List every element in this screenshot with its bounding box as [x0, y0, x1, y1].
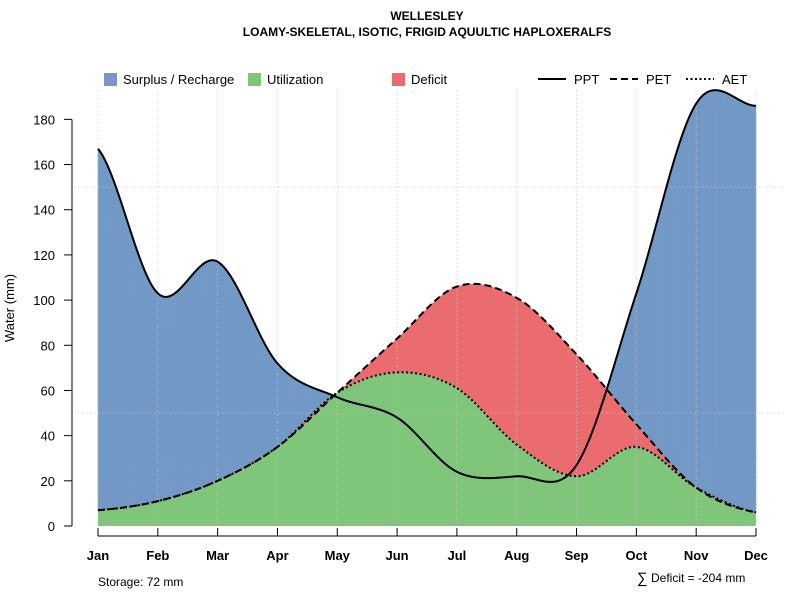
x-tick-label: Feb: [146, 548, 169, 563]
y-tick-label: 120: [33, 248, 55, 263]
y-tick-label: 160: [33, 158, 55, 173]
storage-annotation: Storage: 72 mm: [98, 575, 183, 589]
series-lines: [97, 89, 757, 514]
y-tick-label: 180: [33, 112, 55, 127]
legend: Surplus / Recharge Utilization Deficit PPT P…: [104, 72, 747, 87]
ppt-line: [97, 89, 757, 483]
x-tick-label: Oct: [626, 548, 648, 563]
x-tick-label: Sep: [565, 548, 589, 563]
y-tick-label: 80: [41, 338, 55, 353]
legend-swatch: [104, 73, 117, 86]
y-tick-label: 60: [41, 383, 55, 398]
x-tick-label: Jul: [448, 548, 467, 563]
utilization-area: [98, 372, 756, 526]
y-tick-label: 40: [41, 429, 55, 444]
legend-label: Utilization: [267, 72, 323, 87]
grid-lines: [74, 90, 786, 526]
legend-label: Surplus / Recharge: [123, 72, 234, 87]
axes: 0 20 40 60 80 100 120 140 160 180 Jan Feb Mar Apr May J…: [33, 112, 768, 563]
x-tick-label: Jan: [87, 548, 109, 563]
legend-label: Deficit: [411, 72, 448, 87]
deficit-sum-symbol: ∑: [637, 570, 648, 587]
legend-swatch: [248, 73, 261, 86]
x-tick-label: Aug: [504, 548, 529, 563]
legend-label: AET: [722, 72, 747, 87]
chart-title: WELLESLEY: [390, 9, 463, 23]
chart-subtitle: LOAMY-SKELETAL, ISOTIC, FRIGID AQUULTIC …: [243, 25, 611, 39]
y-tick-label: 100: [33, 293, 55, 308]
x-tick-label: Mar: [206, 548, 229, 563]
x-tick-label: Apr: [266, 548, 288, 563]
y-tick-label: 0: [48, 519, 55, 534]
legend-swatch: [392, 73, 405, 86]
x-tick-label: Nov: [684, 548, 709, 563]
legend-label: PET: [646, 72, 671, 87]
y-tick-label: 140: [33, 203, 55, 218]
x-tick-label: Jun: [386, 548, 409, 563]
deficit-annotation: Deficit = -204 mm: [651, 571, 745, 585]
aet-line: [97, 371, 757, 514]
x-tick-label: May: [325, 548, 351, 563]
legend-label: PPT: [574, 72, 599, 87]
x-tick-label: Dec: [744, 548, 768, 563]
y-axis-label: Water (mm): [2, 274, 17, 342]
deficit-area: [98, 283, 756, 513]
y-tick-label: 20: [41, 474, 55, 489]
